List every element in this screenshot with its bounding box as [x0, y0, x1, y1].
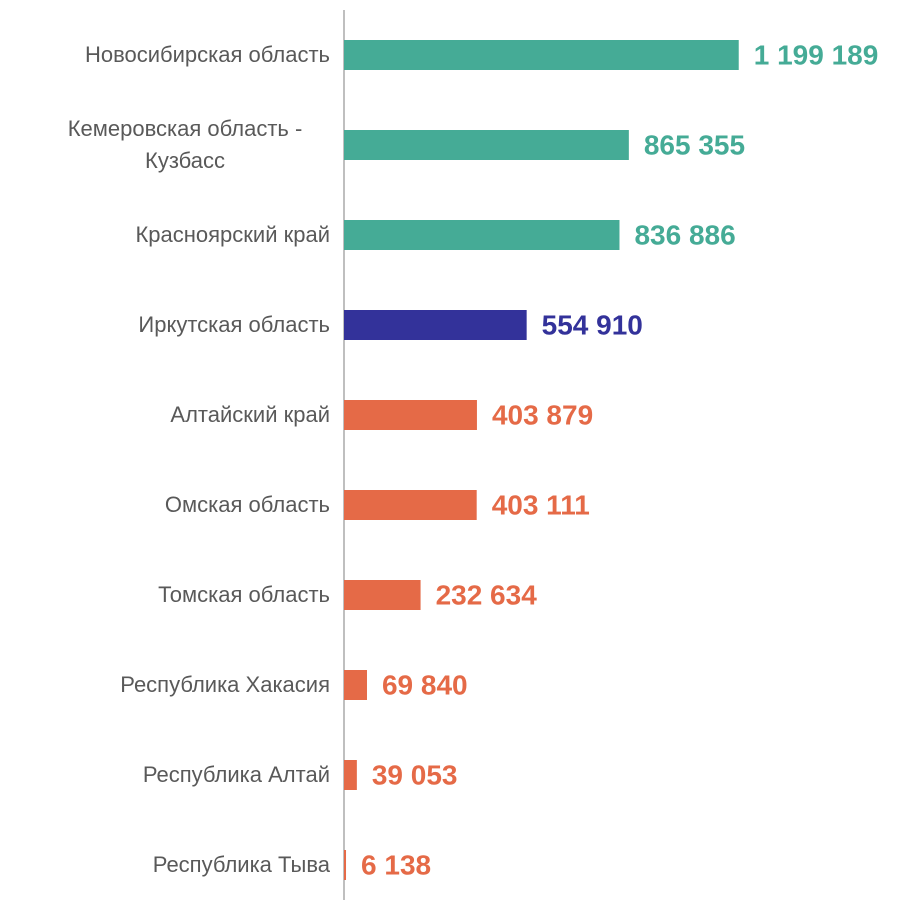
value-label: 232 634: [436, 579, 538, 610]
bar: [344, 850, 347, 880]
category-label: Алтайский край: [170, 402, 330, 427]
bar: [344, 490, 477, 520]
bar: [344, 760, 357, 790]
category-label: Республика Алтай: [142, 762, 330, 787]
category-label: Республика Тыва: [152, 852, 330, 877]
bar: [344, 220, 620, 250]
value-label: 865 355: [644, 129, 745, 160]
category-label: Новосибирская область: [84, 42, 330, 67]
bar: [344, 130, 629, 160]
category-label: Иркутская область: [138, 312, 330, 337]
bar: [344, 670, 367, 700]
value-label: 39 053: [372, 759, 458, 790]
category-label: Республика Хакасия: [120, 672, 330, 697]
value-label: 403 111: [492, 489, 590, 520]
value-label: 554 910: [542, 309, 643, 340]
bar: [344, 40, 739, 70]
bar: [344, 310, 527, 340]
value-label: 403 879: [492, 399, 593, 430]
value-label: 1 199 189: [754, 39, 879, 70]
category-label: Омская область: [164, 492, 330, 517]
category-label: Томская область: [158, 582, 330, 607]
value-label: 836 886: [634, 219, 735, 250]
value-label: 69 840: [382, 669, 468, 700]
bar: [344, 580, 421, 610]
value-label: 6 138: [361, 849, 431, 880]
category-label: Красноярский край: [135, 222, 330, 247]
bar: [344, 400, 477, 430]
category-label: Кемеровская область - Кузбасс: [67, 116, 303, 173]
